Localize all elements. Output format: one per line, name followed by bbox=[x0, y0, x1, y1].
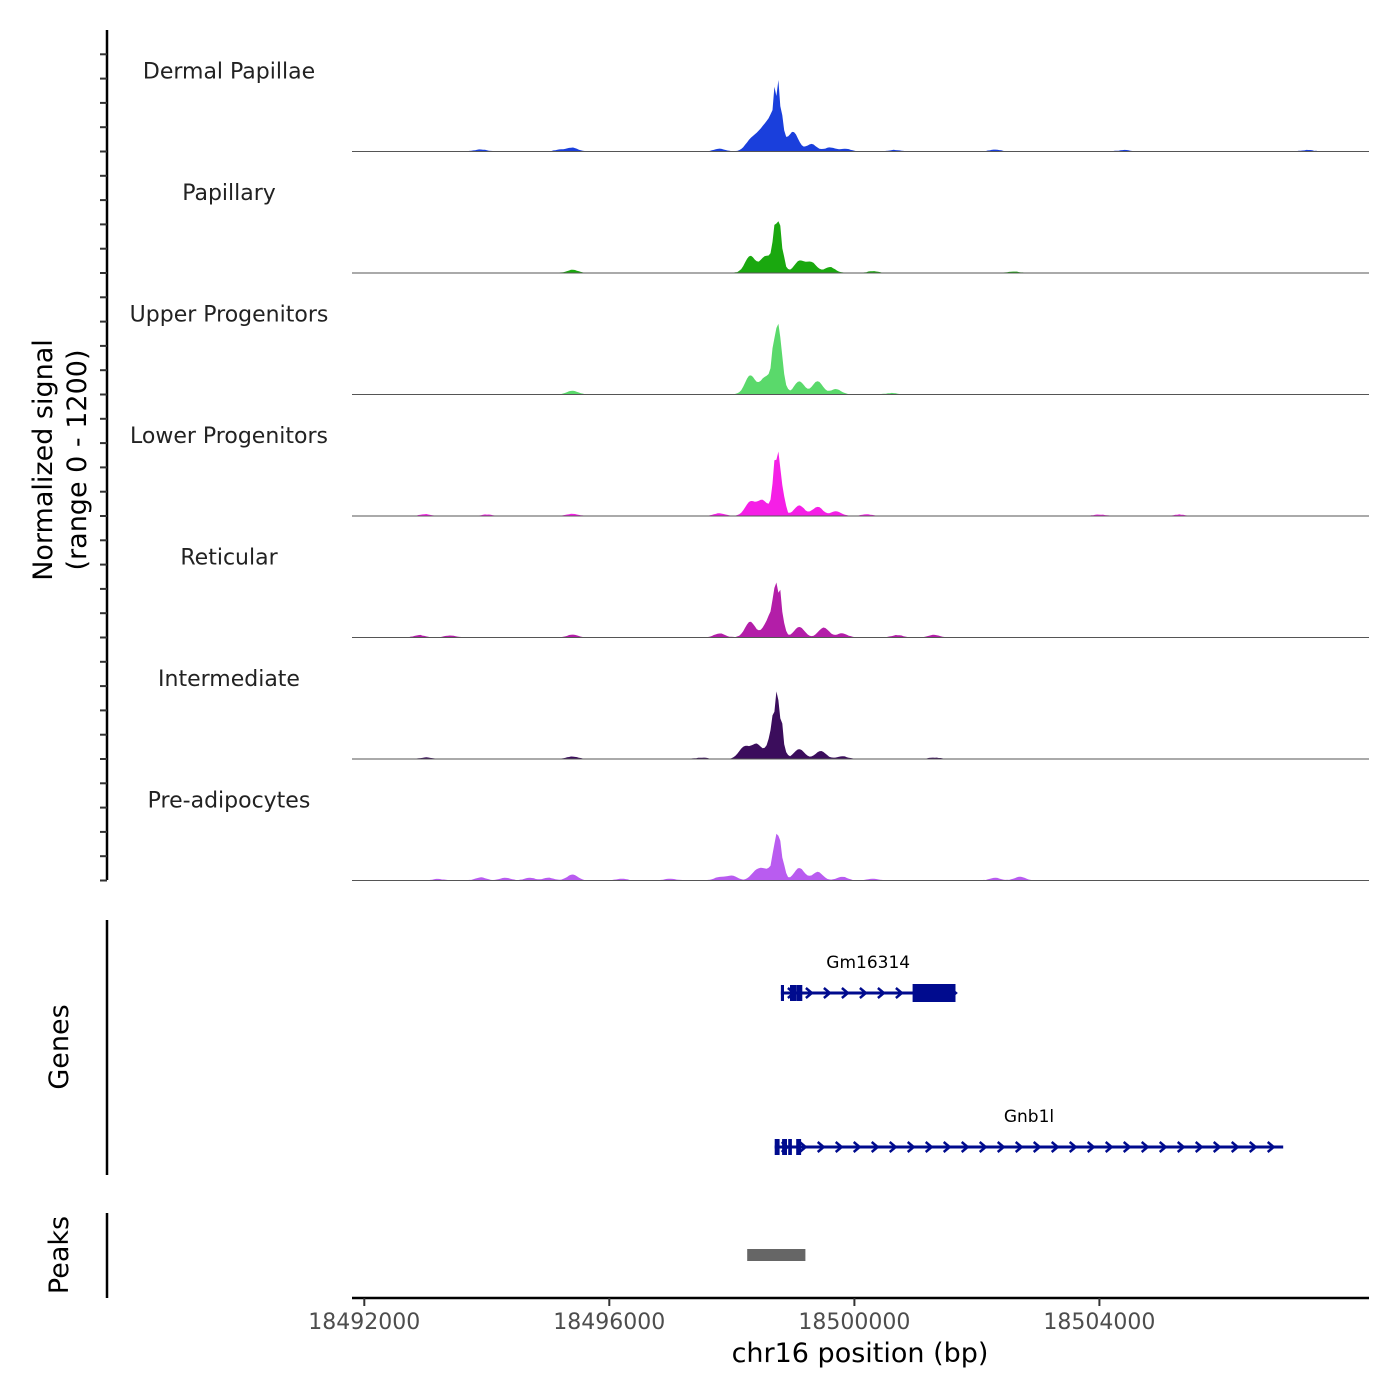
genes-title: Genes bbox=[44, 1004, 75, 1089]
track-label: Lower Progenitors bbox=[130, 424, 328, 449]
track-label: Papillary bbox=[182, 181, 276, 206]
coverage-tracks: Dermal Papillae Papillary Upper Progenitor… bbox=[130, 60, 1369, 881]
strand-arrow bbox=[895, 987, 904, 999]
track-label: Reticular bbox=[180, 546, 278, 571]
strand-arrow bbox=[1068, 1141, 1078, 1153]
x-axis-ticks: 18492000 18496000 18500000 18504000 bbox=[308, 1298, 1155, 1335]
track-label: Pre-adipocytes bbox=[148, 789, 311, 814]
exon bbox=[780, 985, 784, 1001]
strand-arrow bbox=[996, 1141, 1006, 1153]
exon bbox=[782, 1139, 787, 1155]
track-label: Dermal Papillae bbox=[143, 60, 315, 85]
strand-arrow bbox=[841, 987, 850, 999]
strand-arrow bbox=[823, 987, 832, 999]
exon bbox=[774, 1139, 780, 1155]
gene-gnb1l: Gnb1l bbox=[774, 1107, 1284, 1155]
strand-arrow bbox=[1158, 1141, 1168, 1153]
strand-arrow bbox=[942, 1141, 952, 1153]
x-axis-title: chr16 position (bp) bbox=[732, 1338, 989, 1369]
track-label: Upper Progenitors bbox=[130, 303, 329, 328]
x-tick-label: 18504000 bbox=[1043, 1310, 1155, 1335]
strand-arrow bbox=[1248, 1141, 1258, 1153]
strand-arrow bbox=[888, 1141, 898, 1153]
genes-track: Gm16314 Gnb1l bbox=[774, 953, 1284, 1155]
strand-arrow bbox=[1014, 1141, 1024, 1153]
track-intermediate: Intermediate bbox=[158, 667, 1369, 760]
coverage-area bbox=[352, 833, 1369, 881]
exon-thick bbox=[912, 984, 956, 1002]
coverage-area bbox=[352, 323, 1369, 395]
strand-arrow bbox=[798, 1141, 808, 1153]
y-axis-title-line1: Normalized signal bbox=[28, 339, 59, 581]
strand-arrow bbox=[1032, 1141, 1042, 1153]
x-tick-label: 18500000 bbox=[798, 1310, 910, 1335]
track-pre-adipocytes: Pre-adipocytes bbox=[148, 789, 1369, 881]
strand-arrow bbox=[877, 987, 886, 999]
strand-arrow bbox=[960, 1141, 970, 1153]
exon bbox=[790, 985, 797, 1001]
gene-label: Gm16314 bbox=[826, 953, 910, 973]
strand-arrow bbox=[816, 1141, 826, 1153]
track-upper-progenitors: Upper Progenitors bbox=[130, 303, 1369, 395]
strand-arrow bbox=[1176, 1141, 1186, 1153]
x-tick-label: 18496000 bbox=[553, 1310, 665, 1335]
gene-gm16314: Gm16314 bbox=[780, 953, 958, 1002]
coverage-y-ticks bbox=[100, 53, 107, 882]
track-lower-progenitors: Lower Progenitors bbox=[130, 424, 1369, 517]
peak-region bbox=[747, 1249, 806, 1261]
exon bbox=[796, 1139, 802, 1155]
strand-arrow bbox=[1266, 1141, 1276, 1153]
coverage-area bbox=[352, 582, 1369, 638]
strand-arrow bbox=[805, 987, 814, 999]
strand-arrow bbox=[924, 1141, 934, 1153]
y-axis-title-line2: (range 0 - 1200) bbox=[62, 350, 93, 571]
coverage-area bbox=[352, 80, 1369, 152]
strand-arrow bbox=[1086, 1141, 1096, 1153]
coverage-area bbox=[352, 221, 1369, 273]
strand-arrow bbox=[1104, 1141, 1114, 1153]
strand-arrow bbox=[978, 1141, 988, 1153]
strand-arrow bbox=[1194, 1141, 1204, 1153]
track-papillary: Papillary bbox=[182, 181, 1369, 274]
coverage-area bbox=[352, 691, 1369, 759]
strand-arrow bbox=[859, 987, 868, 999]
strand-arrow bbox=[852, 1141, 862, 1153]
strand-arrow bbox=[1122, 1141, 1132, 1153]
strand-arrow bbox=[1140, 1141, 1150, 1153]
track-dermal-papillae: Dermal Papillae bbox=[143, 60, 1369, 152]
gene-label: Gnb1l bbox=[1004, 1107, 1054, 1127]
peaks-track bbox=[747, 1249, 806, 1261]
strand-arrow bbox=[1212, 1141, 1222, 1153]
peaks-title: Peaks bbox=[44, 1216, 75, 1294]
strand-arrow bbox=[834, 1141, 844, 1153]
track-label: Intermediate bbox=[158, 667, 300, 692]
exon bbox=[788, 1139, 792, 1155]
track-reticular: Reticular bbox=[180, 546, 1369, 638]
strand-arrow bbox=[1230, 1141, 1240, 1153]
strand-arrow bbox=[1050, 1141, 1060, 1153]
strand-arrow bbox=[906, 1141, 916, 1153]
strand-arrow bbox=[870, 1141, 880, 1153]
coverage-area bbox=[352, 451, 1369, 516]
x-tick-label: 18492000 bbox=[308, 1310, 420, 1335]
exon bbox=[796, 985, 803, 1001]
